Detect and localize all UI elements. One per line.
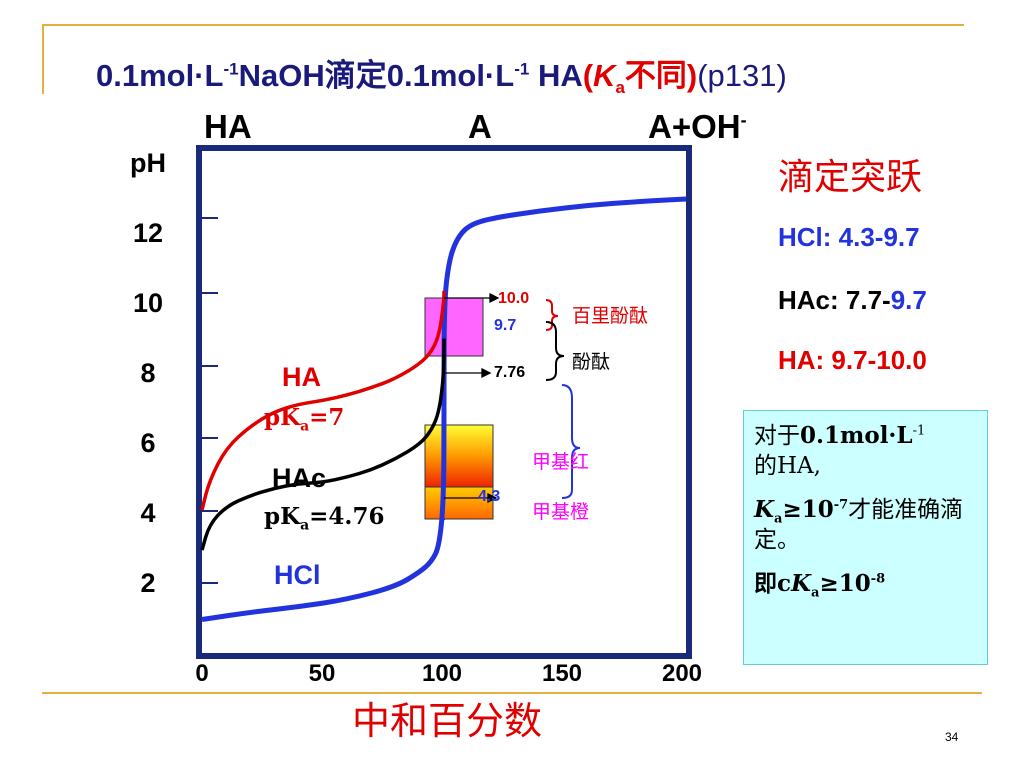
indicator-arrows [444, 292, 500, 504]
jump-hcl: HCl: 4.3-9.7 [778, 222, 920, 252]
y-tick-label: 6 [140, 428, 156, 458]
y-tick-label: 12 [132, 218, 164, 248]
note-line-1: 对于0.1mol·L-1 的HA, [754, 422, 926, 479]
methyl-orange-range-box [424, 486, 494, 520]
y-tick-label: 2 [140, 568, 156, 598]
page-number: 34 [945, 730, 959, 744]
x-tick-label: 100 [421, 660, 463, 687]
condition-note: 对于0.1mol·L-1 的HA, Ka≥10-7才能准确滴定。 即cKa≥10-… [743, 410, 988, 665]
series-label-hac: HAc [272, 463, 327, 493]
x-tick-label: 0 [195, 660, 209, 687]
jump-ha: HA: 9.7-10.0 [778, 345, 927, 375]
slide-title: 0.1mol·L-1NaOH滴定0.1mol·L-1 HA(Ka不同)(p131… [96, 58, 787, 98]
note-line-3: 即cKa≥10-8 [754, 570, 886, 601]
brace-thymolphthalein [545, 299, 559, 331]
series-line-hac [200, 338, 446, 551]
series-label-ha-pka: pKa=7 [264, 404, 345, 435]
y-tick-label: 10 [132, 288, 164, 318]
jump-hac: HAc: 7.7-9.7 [778, 285, 927, 315]
header-ha: HA [204, 108, 252, 145]
label-methyl-red: 甲基红 [532, 451, 590, 473]
x-tick-label: 150 [541, 660, 583, 687]
series-line-hcl [201, 196, 687, 622]
y-tick-label: 8 [140, 358, 156, 388]
brace-phenolphthalein [545, 321, 565, 381]
x-axis-label: 中和百分数 [352, 699, 543, 743]
mark-9-7: 9.7 [494, 317, 517, 334]
methyl-red-range-box [424, 424, 494, 488]
x-tick-label: 200 [661, 660, 703, 687]
x-tick-label: 50 [308, 660, 336, 687]
y-tick-marks [202, 217, 218, 584]
y-tick-label: 4 [140, 498, 156, 528]
mark-7-76: 7.76 [494, 364, 526, 381]
plot-frame [196, 145, 692, 659]
brace-methyl [561, 384, 581, 499]
series-line-ha [200, 290, 446, 511]
header-a: A [468, 108, 492, 145]
series-label-ha: HA [282, 362, 321, 392]
note-line-2: Ka≥10-7才能准确滴定。 [754, 496, 964, 553]
bottom-decor-line [42, 692, 982, 694]
mark-4-3: 4.3 [478, 488, 501, 505]
jump-title: 滴定突跃 [778, 157, 923, 198]
left-decor-line [42, 24, 44, 94]
y-axis-label: pH [130, 148, 166, 178]
top-decor-line [42, 24, 964, 26]
series-label-hac-pka: pKa=4.76 [264, 503, 385, 534]
mark-10-0: 10.0 [498, 290, 530, 307]
label-thymolphthalein: 百里酚酞 [572, 305, 649, 327]
header-a-oh: A+OH- [648, 108, 747, 145]
series-label-hcl: HCl [274, 560, 321, 590]
label-methyl-orange: 甲基橙 [532, 501, 590, 523]
label-phenolphthalein: 酚酞 [572, 351, 611, 373]
